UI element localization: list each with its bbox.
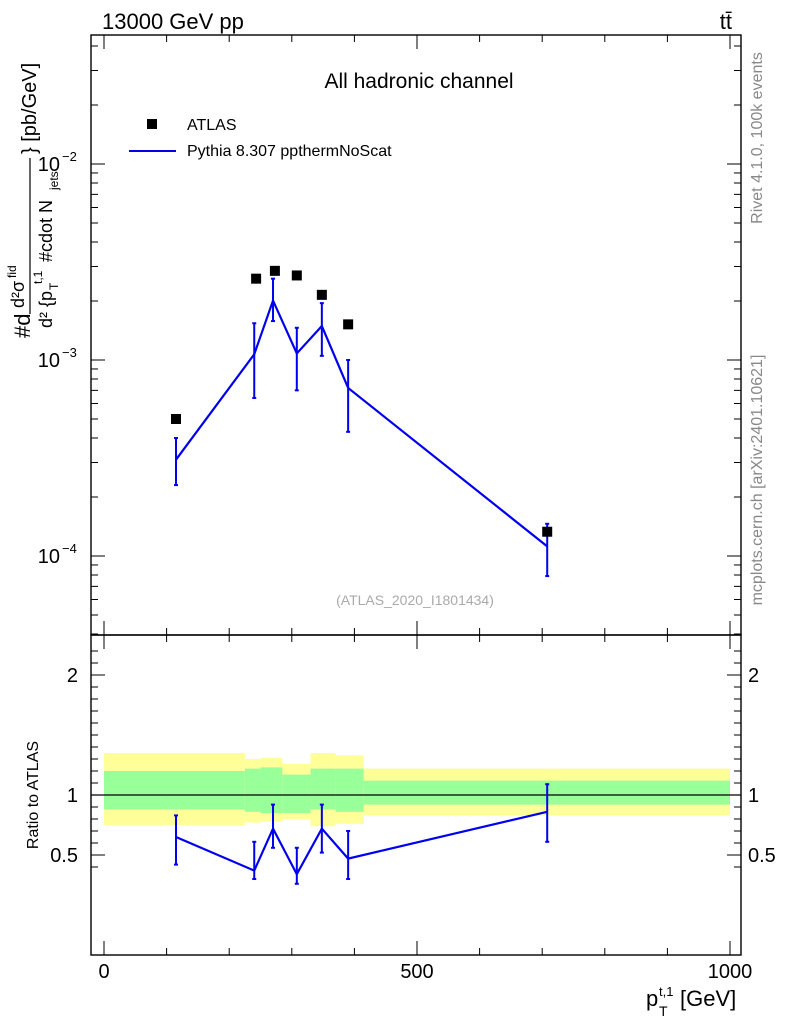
y-tick-label: 10 [38,154,60,176]
svg-text:t,1: t,1 [659,984,673,999]
svg-text:#cdot N: #cdot N [36,200,56,262]
green-uncertainty-band [104,771,245,810]
legend-atlas-label: ATLAS [187,117,237,134]
legend-atlas-marker [147,119,157,129]
mcplots-source-label: mcplots.cern.ch [arXiv:2401.10621] [749,355,766,606]
atlas-data-point [291,270,302,281]
rivet-version-label: Rivet 4.1.0, 100k events [749,52,766,224]
atlas-data-point [269,265,280,276]
green-uncertainty-band [282,774,311,813]
atlas-data-point [542,526,553,537]
legend: ATLAS Pythia 8.307 ppthermNoScat [129,117,392,160]
svg-text:#d: #d [10,314,35,338]
y-tick-label: 10 [38,350,60,372]
main-panel-ticks: 10−210−310−4 [38,35,741,635]
svg-text:T: T [47,282,61,290]
y-tick-label: 10 [38,546,60,568]
ratio-y-tick-label: 2 [67,665,78,687]
svg-text:} [pb/GeV]: } [pb/GeV] [19,63,41,154]
atlas-data-point [170,414,181,425]
x-tick-label: 500 [400,961,433,983]
x-axis-label: p T t,1 [GeV] [646,984,736,1019]
y-tick-exponent: −4 [62,541,77,556]
ratio-y-tick-label-right: 0.5 [748,845,776,867]
main-panel-series [170,265,553,578]
ratio-panel: 0.5 0.5 1 1 2 2 0 500 1000 Ratio to ATLAS [25,634,776,983]
green-uncertainty-band [310,768,336,810]
ratio-y-tick-label-right: 1 [748,785,759,807]
svg-text:T: T [659,1003,668,1019]
green-uncertainty-band [244,768,261,812]
ratio-y-axis-label: Ratio to ATLAS [25,741,42,849]
atlas-data-point [316,289,327,300]
ratio-uncertainty-bands [104,753,730,827]
chart-title: All hadronic channel [324,70,513,93]
ratio-series-group [173,783,550,885]
atlas-data-point [251,273,262,284]
analysis-watermark: (ATLAS_2020_I1801434) [336,592,494,608]
header-process: tt̄ [720,9,732,34]
green-uncertainty-band [260,767,283,813]
svg-text:[GeV]: [GeV] [680,986,736,1011]
y-tick-exponent: −2 [62,149,77,164]
ratio-y-tick-label: 0.5 [50,845,78,867]
svg-text:d² {p: d² {p [36,291,56,328]
main-panel: 10−210−310−4 All hadronic channel (ATLAS… [5,34,742,636]
ratio-panel-frame [90,634,742,956]
x-tick-label: 0 [98,961,109,983]
main-y-axis-label: #d d²σ fid d² {p T t,1 #cdot N jets } [p… [5,63,61,338]
svg-text:fid: fid [5,265,19,278]
ratio-series [173,783,550,885]
y-tick-exponent: −3 [62,345,77,360]
x-tick-label: 1000 [708,961,753,983]
ratio-y-tick-label-right: 2 [748,665,759,687]
atlas-data-point [343,319,354,330]
pythia-line [175,297,548,548]
green-uncertainty-band [335,768,364,812]
legend-pythia-label: Pythia 8.307 ppthermNoScat [187,143,392,160]
svg-text:d²σ: d²σ [8,281,28,308]
svg-text:jets: jets [47,171,61,191]
svg-text:p: p [646,986,658,1011]
header-energy: 13000 GeV pp [102,9,244,34]
svg-text:t,1: t,1 [31,270,45,284]
ratio-y-tick-label: 1 [67,785,78,807]
